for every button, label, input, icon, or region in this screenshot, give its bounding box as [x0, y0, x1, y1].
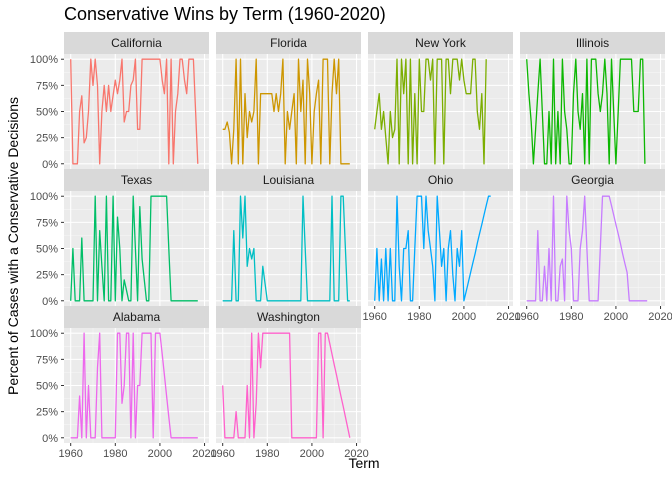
- strip-label-louisiana: Louisiana: [263, 173, 315, 187]
- strip-louisiana: [216, 169, 361, 191]
- series-line-georgia: [526, 195, 648, 302]
- facet-alabama: Alabama 0% 25% 50% 75% 100% 1960 1980 2000 2020: [30, 306, 217, 460]
- y-tick-label: 25%: [36, 407, 58, 419]
- y-tick-label: 0%: [42, 159, 58, 171]
- strip-california: [64, 32, 209, 54]
- x-axis-title: Term: [348, 455, 379, 471]
- x-tick-label: 2020: [344, 448, 368, 460]
- chart-title: Conservative Wins by Term (1960-2020): [64, 4, 386, 24]
- x-tick-label: 2000: [452, 311, 476, 323]
- y-tick-label: 100%: [30, 54, 58, 66]
- strip-label-new-york: New York: [415, 36, 467, 50]
- x-tick-label: 1980: [559, 311, 583, 323]
- series-line-texas: [70, 195, 198, 302]
- y-tick-label: 25%: [36, 133, 58, 145]
- facet-illinois: Illinois: [520, 32, 665, 169]
- facet-louisiana: Louisiana: [216, 169, 361, 306]
- facet-ohio: Ohio 1960 1980 2000 2020: [362, 169, 521, 323]
- series-line-washington: [222, 332, 351, 439]
- x-tick-label: 2000: [300, 448, 324, 460]
- x-tick-label: 1980: [407, 311, 431, 323]
- facet-texas: Texas 0% 25% 50% 75% 100%: [30, 169, 209, 308]
- y-tick-label: 0%: [42, 296, 58, 308]
- strip-label-texas: Texas: [121, 173, 152, 187]
- x-tick-label: 2020: [192, 448, 216, 460]
- series-line-louisiana: [222, 195, 350, 302]
- facet-georgia: Georgia 1960 1980 2000 2020: [514, 169, 672, 323]
- y-tick-label: 100%: [30, 191, 58, 203]
- y-tick-label: 75%: [36, 217, 58, 229]
- strip-texas: [64, 169, 209, 191]
- y-axis-title: Percent of Cases with a Conservative Dec…: [5, 97, 21, 395]
- series-line-california: [70, 58, 199, 165]
- y-tick-label: 100%: [30, 328, 58, 340]
- x-tick-label: 1960: [210, 448, 234, 460]
- x-tick-label: 1960: [362, 311, 386, 323]
- x-tick-label: 2020: [496, 311, 520, 323]
- strip-label-alabama: Alabama: [113, 310, 161, 324]
- y-tick-label: 75%: [36, 354, 58, 366]
- strip-label-georgia: Georgia: [571, 173, 614, 187]
- strip-illinois: [520, 32, 665, 54]
- facet-new-york: New York: [368, 32, 513, 169]
- strip-label-illinois: Illinois: [576, 36, 609, 50]
- x-tick-label: 2020: [648, 311, 672, 323]
- x-tick-label: 1980: [255, 448, 279, 460]
- facet-california: California 0% 25% 50% 75% 100%: [30, 32, 209, 171]
- strip-alabama: [64, 306, 209, 328]
- strip-washington: [216, 306, 361, 328]
- strip-label-florida: Florida: [270, 36, 307, 50]
- y-tick-label: 50%: [36, 107, 58, 119]
- strip-label-ohio: Ohio: [428, 173, 454, 187]
- y-tick-label: 75%: [36, 80, 58, 92]
- x-tick-label: 1980: [103, 448, 127, 460]
- strip-ohio: [368, 169, 513, 191]
- x-tick-label: 1960: [514, 311, 538, 323]
- facet-washington: Washington 1960 1980 2000 2020: [210, 306, 369, 460]
- series-line-new-york: [374, 58, 487, 165]
- strip-florida: [216, 32, 361, 54]
- x-tick-label: 1960: [58, 448, 82, 460]
- strip-label-california: California: [111, 36, 162, 50]
- x-tick-label: 2000: [148, 448, 172, 460]
- series-line-illinois: [526, 58, 646, 165]
- x-tick-label: 2000: [604, 311, 628, 323]
- series-line-florida: [222, 58, 350, 165]
- y-tick-label: 50%: [36, 244, 58, 256]
- strip-new-york: [368, 32, 513, 54]
- y-tick-label: 50%: [36, 381, 58, 393]
- facet-florida: Florida: [216, 32, 361, 169]
- y-tick-label: 0%: [42, 433, 58, 445]
- series-line-alabama: [70, 332, 198, 439]
- y-tick-label: 25%: [36, 270, 58, 282]
- strip-georgia: [520, 169, 665, 191]
- series-line-ohio: [374, 195, 491, 302]
- strip-label-washington: Washington: [257, 310, 320, 324]
